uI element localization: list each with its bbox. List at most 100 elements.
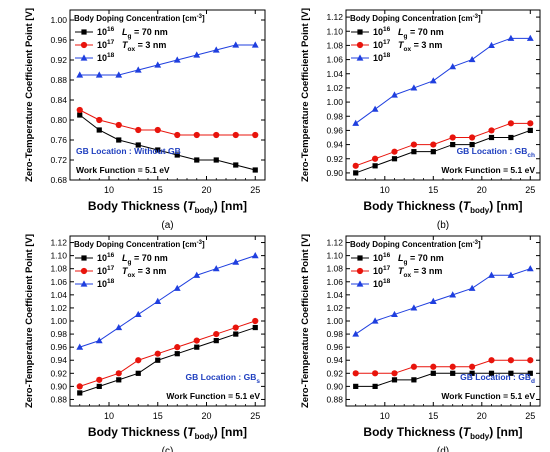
data-point [96, 116, 103, 124]
data-point [76, 106, 83, 114]
y-tick-label: 0.84 [50, 95, 67, 105]
y-tick-label: 1.04 [326, 290, 343, 300]
series-line [79, 44, 256, 76]
legend-entry-0: 1016 [75, 252, 115, 263]
data-point [194, 344, 200, 350]
legend-marker [357, 255, 363, 261]
legend-marker [356, 54, 364, 61]
data-point [154, 350, 161, 357]
data-point [213, 131, 220, 139]
series-1 [76, 106, 259, 139]
y-tick-label: 0.92 [50, 55, 67, 65]
series-line [355, 122, 531, 167]
data-point [430, 141, 437, 148]
y-tick-label: 0.94 [326, 140, 343, 150]
y-tick-label: 1.12 [326, 12, 343, 22]
x-tick-label: 10 [380, 411, 390, 421]
x-tick-label: 20 [201, 185, 211, 195]
data-point [391, 377, 398, 383]
series-2 [76, 252, 259, 350]
x-axis-label: Body Thickness (Tbody) [nm] [88, 425, 247, 441]
data-point [213, 338, 219, 344]
legend-label: 1017 [373, 265, 391, 276]
y-tick-label: 1.04 [326, 69, 343, 79]
x-axis-label: Body Thickness (Tbody) [nm] [363, 199, 522, 215]
series-line [355, 372, 531, 387]
legend-marker [80, 54, 88, 61]
work-function-annotation: Work Function = 5.1 eV [441, 165, 535, 175]
note-1: Tox = 3 nm [122, 40, 166, 53]
y-tick-label: 0.80 [50, 115, 67, 125]
series-2 [352, 34, 534, 126]
y-tick-label: 1.02 [326, 83, 343, 93]
note-0: Lg = 70 nm [122, 253, 168, 266]
gb-location-annotation: GB Location : GBs [186, 372, 261, 385]
y-tick-label: 0.90 [326, 168, 343, 178]
y-tick-label: 1.08 [326, 40, 343, 50]
y-tick-label: 1.00 [50, 15, 67, 25]
y-tick-label: 1.06 [326, 55, 343, 65]
data-point [154, 61, 162, 68]
y-tick-label: 1.12 [326, 238, 343, 248]
data-point [352, 119, 360, 126]
y-tick-label: 1.02 [50, 303, 67, 313]
x-tick-label: 15 [153, 185, 163, 195]
note-1: Tox = 3 nm [122, 266, 166, 279]
legend-label: 1016 [373, 26, 391, 37]
data-point [96, 383, 102, 389]
y-tick-label: 0.90 [326, 381, 343, 391]
data-point [429, 77, 437, 84]
y-tick-label: 0.98 [50, 329, 67, 339]
data-point [507, 120, 514, 127]
y-axis-label: Zero-Temperature Coefficient Point [V] [24, 8, 35, 182]
y-tick-label: 0.88 [326, 394, 343, 404]
panel-label: (c) [162, 446, 174, 452]
data-point [77, 390, 83, 396]
note-0: Lg = 70 nm [122, 27, 168, 40]
data-point [450, 370, 456, 376]
series-line [79, 327, 256, 394]
y-tick-label: 1.00 [50, 316, 67, 326]
y-tick-label: 1.00 [326, 316, 343, 326]
data-point [372, 383, 378, 389]
data-point [391, 91, 398, 98]
data-point [174, 351, 180, 357]
series-2 [76, 41, 259, 78]
data-point [507, 357, 514, 364]
data-point [469, 134, 476, 141]
data-point [252, 317, 259, 325]
data-point [115, 323, 123, 331]
y-tick-label: 0.96 [326, 125, 343, 135]
legend-label: 1018 [97, 278, 115, 289]
data-point [174, 152, 180, 158]
data-point [450, 141, 456, 148]
x-tick-label: 20 [477, 411, 487, 421]
series-line [355, 359, 531, 374]
data-point [194, 157, 200, 163]
data-point [468, 284, 476, 291]
y-tick-label: 1.04 [50, 290, 67, 300]
data-point [212, 46, 220, 53]
data-point [76, 71, 84, 78]
series-line [79, 255, 256, 348]
x-tick-label: 25 [250, 411, 260, 421]
y-tick-label: 1.12 [50, 238, 67, 248]
data-point [96, 376, 103, 383]
y-axis-label: Zero-Temperature Coefficient Point [V] [24, 234, 35, 408]
data-point [96, 127, 102, 133]
legend-marker [81, 29, 87, 35]
data-point [391, 370, 398, 377]
legend-marker [80, 41, 88, 49]
legend-title: Body Doping Concentration [cm-3] [350, 14, 481, 23]
x-tick-label: 20 [477, 185, 487, 195]
y-tick-label: 0.92 [50, 368, 67, 378]
legend-marker [356, 41, 364, 49]
y-tick-label: 0.98 [326, 329, 343, 339]
data-point [135, 357, 142, 364]
legend-title: Body Doping Concentration [cm-3] [350, 240, 481, 249]
legend-entry-2: 1018 [75, 278, 115, 289]
data-point [488, 357, 495, 364]
y-tick-label: 0.94 [50, 355, 67, 365]
y-tick-label: 0.90 [50, 381, 67, 391]
